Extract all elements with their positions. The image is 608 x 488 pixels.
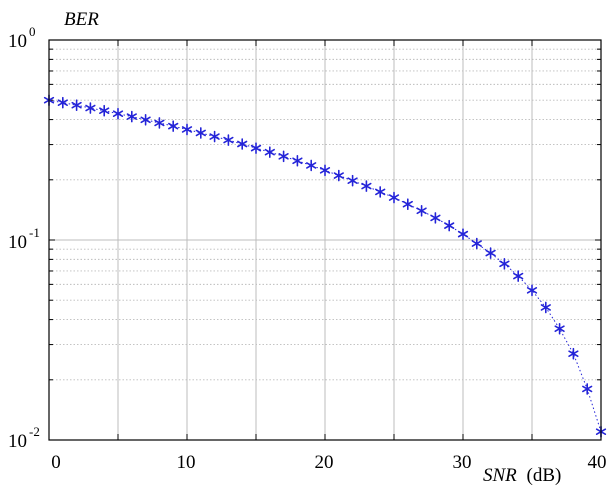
data-point-28 xyxy=(430,212,441,224)
data-point-14 xyxy=(237,138,248,150)
data-point-11 xyxy=(195,127,206,139)
data-point-2 xyxy=(71,99,82,112)
data-point-1 xyxy=(57,96,68,109)
y-tick-exp-2: -2 xyxy=(29,424,40,439)
x-tick-label-10: 10 xyxy=(177,452,196,473)
data-point-35 xyxy=(526,284,538,297)
y-tick-label-1: 10 xyxy=(8,232,27,253)
x-axis-title-unit: (dB) xyxy=(527,465,562,486)
data-point-20 xyxy=(319,164,331,177)
y-tick-exp-0: 0 xyxy=(29,24,36,39)
x-tick-label-20: 20 xyxy=(315,452,334,473)
data-point-27 xyxy=(416,204,427,217)
data-point-37 xyxy=(554,322,565,335)
axis-ticks xyxy=(49,40,601,440)
data-point-5 xyxy=(112,107,124,120)
data-point-24 xyxy=(375,186,386,198)
data-point-8 xyxy=(154,117,165,129)
data-point-12 xyxy=(209,130,220,143)
data-point-15 xyxy=(250,142,262,154)
data-point-34 xyxy=(513,270,524,282)
data-point-4 xyxy=(99,104,110,117)
y-tick-label-2: 10 xyxy=(8,431,27,452)
ber-series xyxy=(43,94,607,438)
x-tick-label-30: 30 xyxy=(453,452,472,473)
data-point-22 xyxy=(347,174,358,187)
data-point-33 xyxy=(499,258,510,270)
x-tick-label-40: 40 xyxy=(588,452,607,473)
data-point-9 xyxy=(168,120,179,132)
data-point-3 xyxy=(85,102,96,114)
data-point-30 xyxy=(457,228,469,240)
data-point-16 xyxy=(264,146,275,158)
grid-lines xyxy=(49,40,601,440)
data-point-38 xyxy=(568,347,579,360)
data-point-31 xyxy=(471,237,482,250)
x-axis-title: SNR (dB) xyxy=(483,465,561,486)
data-point-23 xyxy=(361,180,372,192)
data-point-18 xyxy=(292,154,303,167)
data-point-26 xyxy=(402,198,413,211)
data-point-39 xyxy=(582,383,593,395)
data-point-7 xyxy=(140,114,151,126)
y-tick-label-0: 10 xyxy=(8,31,27,52)
data-point-10 xyxy=(181,123,193,136)
data-point-36 xyxy=(540,301,551,314)
x-tick-label-0: 0 xyxy=(51,452,61,473)
plot-frame xyxy=(48,39,602,441)
data-point-21 xyxy=(333,169,344,182)
data-point-29 xyxy=(444,219,455,232)
x-axis-title-var: SNR xyxy=(483,465,517,486)
y-tick-exp-1: -1 xyxy=(29,225,40,240)
data-point-17 xyxy=(278,150,289,163)
y-axis-title: BER xyxy=(64,9,99,30)
data-point-32 xyxy=(485,247,496,259)
data-point-19 xyxy=(306,159,317,172)
data-point-25 xyxy=(388,191,400,204)
data-point-13 xyxy=(223,134,234,146)
data-point-6 xyxy=(126,110,137,123)
